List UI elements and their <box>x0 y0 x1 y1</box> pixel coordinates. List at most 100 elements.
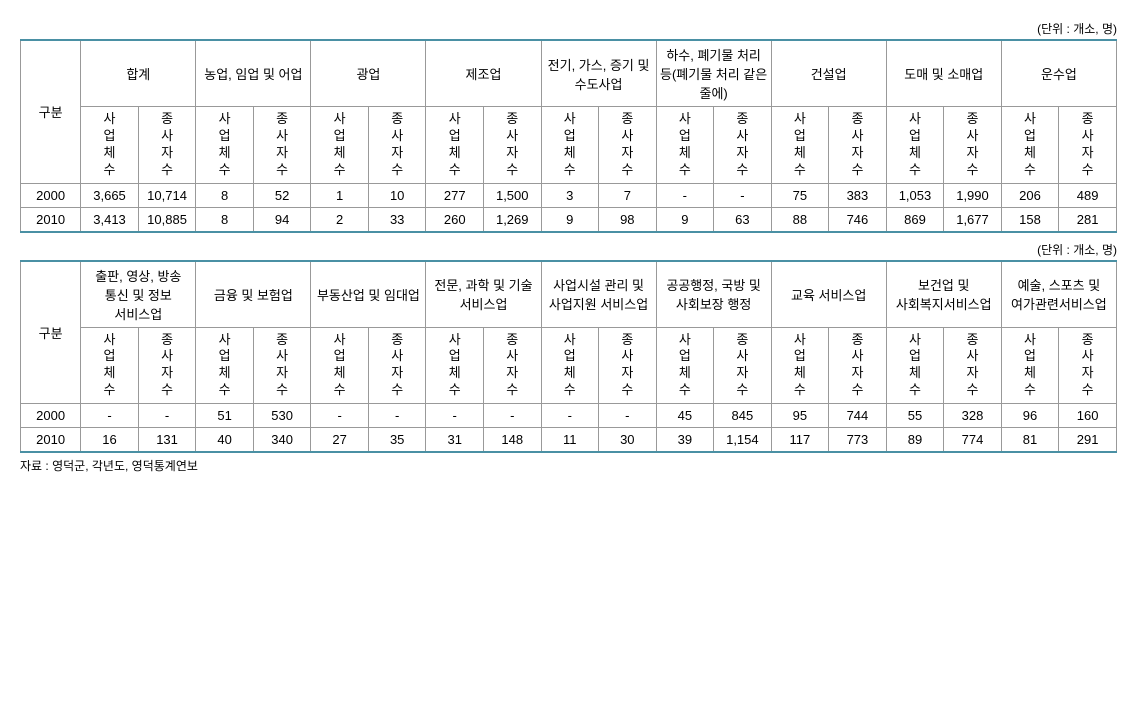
sub-biz: 사업체수 <box>196 107 254 184</box>
col-header: 광업 <box>311 40 426 107</box>
sub-emp: 종사자수 <box>1059 327 1117 404</box>
data-cell: 160 <box>1059 404 1117 428</box>
table-2-head: 구분 출판, 영상, 방송 통신 및 정보 서비스업 금융 및 보험업 부동산업… <box>21 261 1117 404</box>
data-cell: 158 <box>1001 207 1059 232</box>
data-cell: 16 <box>81 428 139 453</box>
data-cell: 746 <box>829 207 887 232</box>
sub-biz: 사업체수 <box>311 327 369 404</box>
data-cell: 88 <box>771 207 829 232</box>
data-cell: 8 <box>196 207 254 232</box>
sub-emp: 종사자수 <box>368 327 426 404</box>
col-header: 공공행정, 국방 및 사회보장 행정 <box>656 261 771 328</box>
year-cell: 2000 <box>21 183 81 207</box>
data-cell: - <box>656 183 714 207</box>
col-header: 보건업 및 사회복지서비스업 <box>886 261 1001 328</box>
sub-biz: 사업체수 <box>81 107 139 184</box>
row-header: 구분 <box>21 261 81 404</box>
year-cell: 2010 <box>21 428 81 453</box>
table-1-head: 구분 합계 농업, 임업 및 어업 광업 제조업 전기, 가스, 증기 및 수도… <box>21 40 1117 183</box>
data-cell: 281 <box>1059 207 1117 232</box>
col-header: 금융 및 보험업 <box>196 261 311 328</box>
data-cell: 383 <box>829 183 887 207</box>
data-cell: 206 <box>1001 183 1059 207</box>
data-cell: 1,053 <box>886 183 944 207</box>
data-cell: 3,413 <box>81 207 139 232</box>
col-header: 합계 <box>81 40 196 107</box>
data-cell: 1,500 <box>483 183 541 207</box>
sub-biz: 사업체수 <box>311 107 369 184</box>
sub-emp: 종사자수 <box>1059 107 1117 184</box>
data-cell: 328 <box>944 404 1002 428</box>
sub-emp: 종사자수 <box>253 327 311 404</box>
table-row: 201016131403402735311481130391,154117773… <box>21 428 1117 453</box>
sub-biz: 사업체수 <box>196 327 254 404</box>
unit-label-2: (단위 : 개소, 명) <box>20 241 1117 258</box>
data-cell: 773 <box>829 428 887 453</box>
data-cell: 1,154 <box>714 428 772 453</box>
col-header: 부동산업 및 임대업 <box>311 261 426 328</box>
data-cell: 9 <box>541 207 599 232</box>
row-header: 구분 <box>21 40 81 183</box>
data-cell: 774 <box>944 428 1002 453</box>
sub-biz: 사업체수 <box>81 327 139 404</box>
data-cell: 1,990 <box>944 183 1002 207</box>
data-cell: 2 <box>311 207 369 232</box>
data-cell: 45 <box>656 404 714 428</box>
data-cell: 89 <box>886 428 944 453</box>
data-cell: - <box>599 404 657 428</box>
sub-emp: 종사자수 <box>483 327 541 404</box>
sub-emp: 종사자수 <box>138 327 196 404</box>
data-cell: 10,885 <box>138 207 196 232</box>
source-note: 자료 : 영덕군, 각년도, 영덕통계연보 <box>20 457 1117 474</box>
sub-biz: 사업체수 <box>426 107 484 184</box>
data-cell: 1,677 <box>944 207 1002 232</box>
data-cell: 8 <box>196 183 254 207</box>
data-cell: - <box>138 404 196 428</box>
year-cell: 2000 <box>21 404 81 428</box>
col-header: 운수업 <box>1001 40 1116 107</box>
data-cell: 75 <box>771 183 829 207</box>
sub-biz: 사업체수 <box>541 107 599 184</box>
data-cell: 39 <box>656 428 714 453</box>
data-cell: 11 <box>541 428 599 453</box>
sub-emp: 종사자수 <box>368 107 426 184</box>
col-header: 전문, 과학 및 기술 서비스업 <box>426 261 541 328</box>
sub-emp: 종사자수 <box>944 107 1002 184</box>
sub-emp: 종사자수 <box>138 107 196 184</box>
col-header: 건설업 <box>771 40 886 107</box>
table-row: 20103,41310,8858942332601,26999896388746… <box>21 207 1117 232</box>
data-cell: 1,269 <box>483 207 541 232</box>
data-cell: 489 <box>1059 183 1117 207</box>
sub-biz: 사업체수 <box>771 327 829 404</box>
data-cell: 31 <box>426 428 484 453</box>
data-cell: - <box>483 404 541 428</box>
data-cell: 40 <box>196 428 254 453</box>
data-cell: - <box>714 183 772 207</box>
sub-biz: 사업체수 <box>656 107 714 184</box>
data-cell: 744 <box>829 404 887 428</box>
sub-emp: 종사자수 <box>253 107 311 184</box>
data-cell: 845 <box>714 404 772 428</box>
data-cell: 3 <box>541 183 599 207</box>
data-cell: 1 <box>311 183 369 207</box>
sub-biz: 사업체수 <box>1001 327 1059 404</box>
data-cell: 340 <box>253 428 311 453</box>
sub-emp: 종사자수 <box>599 107 657 184</box>
sub-emp: 종사자수 <box>829 327 887 404</box>
data-cell: 98 <box>599 207 657 232</box>
table-1: 구분 합계 농업, 임업 및 어업 광업 제조업 전기, 가스, 증기 및 수도… <box>20 39 1117 233</box>
data-cell: 95 <box>771 404 829 428</box>
data-cell: 7 <box>599 183 657 207</box>
table-1-body: 20003,66510,7148521102771,50037--753831,… <box>21 183 1117 232</box>
sub-emp: 종사자수 <box>714 107 772 184</box>
table-2-body: 2000--51530------45845957445532896160201… <box>21 404 1117 453</box>
data-cell: 260 <box>426 207 484 232</box>
data-cell: 33 <box>368 207 426 232</box>
table-row: 20003,66510,7148521102771,50037--753831,… <box>21 183 1117 207</box>
data-cell: 27 <box>311 428 369 453</box>
data-cell: 10 <box>368 183 426 207</box>
data-cell: - <box>311 404 369 428</box>
sub-biz: 사업체수 <box>541 327 599 404</box>
data-cell: - <box>541 404 599 428</box>
data-cell: 117 <box>771 428 829 453</box>
